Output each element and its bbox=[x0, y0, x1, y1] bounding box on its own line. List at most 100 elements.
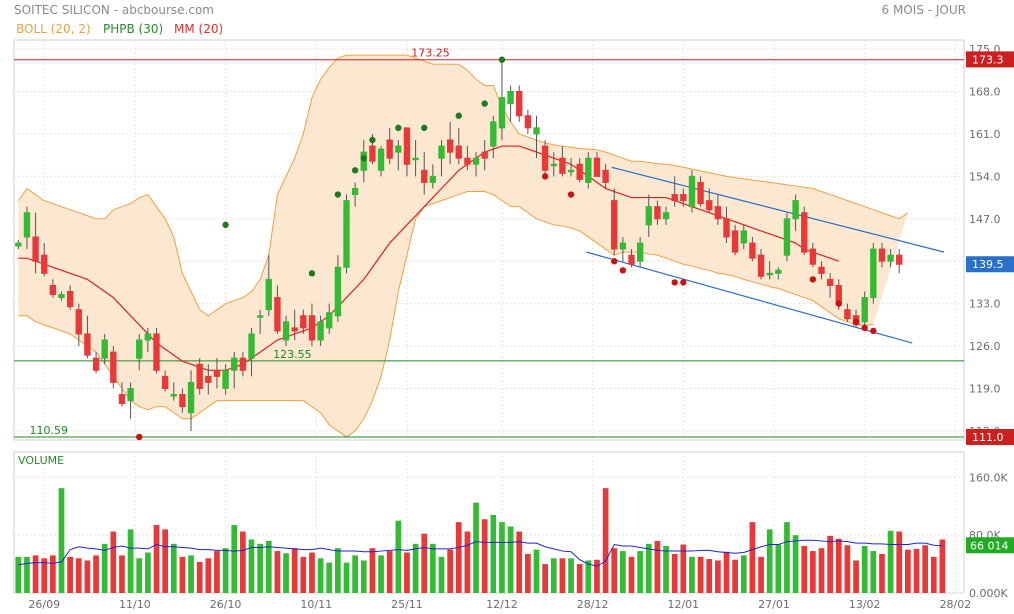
x-tick-label: 27/01 bbox=[758, 598, 790, 611]
level-label: 110.59 bbox=[30, 424, 69, 437]
candle-body bbox=[386, 139, 393, 159]
candle-body bbox=[533, 127, 540, 135]
trend-channel-line bbox=[586, 251, 913, 344]
chart-title: SOITEC SILICON - abcbourse.com bbox=[14, 3, 214, 17]
candle-body bbox=[291, 327, 298, 332]
candle-body bbox=[516, 91, 523, 117]
price-tick-label: 161.0 bbox=[969, 128, 1001, 141]
volume-bar bbox=[326, 562, 333, 593]
volume-bar bbox=[568, 558, 574, 593]
volume-bar bbox=[257, 543, 263, 593]
low-marker bbox=[136, 433, 143, 441]
volume-bar bbox=[896, 531, 903, 593]
candle-body bbox=[15, 242, 22, 247]
candle-body bbox=[602, 169, 609, 183]
candle-body bbox=[809, 248, 817, 265]
volume-bar bbox=[576, 564, 583, 593]
phpb-marker bbox=[222, 221, 229, 229]
volume-bar bbox=[844, 545, 851, 593]
x-tick-label: 28/12 bbox=[577, 598, 609, 611]
candle-body bbox=[308, 315, 316, 341]
volume-bar bbox=[542, 564, 548, 593]
candle-body bbox=[377, 148, 385, 171]
volume-bar bbox=[749, 522, 756, 593]
phpb-marker bbox=[369, 136, 376, 144]
volume-bar bbox=[188, 555, 194, 593]
bollinger-band-area bbox=[18, 55, 908, 437]
candle-body bbox=[464, 157, 471, 165]
legend-phpb: PHPB (30) bbox=[103, 22, 164, 36]
volume-bar bbox=[421, 533, 428, 593]
price-tick-label: 133.0 bbox=[969, 298, 1001, 311]
volume-bar bbox=[507, 526, 514, 593]
price-tick-label: 119.0 bbox=[969, 382, 1001, 395]
price-tag-label: 139.5 bbox=[972, 258, 1004, 271]
volume-bar bbox=[473, 502, 479, 593]
period-label[interactable]: 6 MOIS - JOUR bbox=[881, 3, 966, 17]
volume-bar bbox=[784, 522, 790, 593]
candle-body bbox=[887, 254, 894, 262]
candle-body bbox=[749, 242, 756, 259]
volume-bar bbox=[101, 543, 108, 593]
volume-bar bbox=[810, 551, 816, 593]
volume-bar bbox=[231, 525, 238, 593]
candle-body bbox=[248, 333, 255, 359]
candle-body bbox=[300, 315, 307, 329]
x-tick-label: 10/11 bbox=[300, 598, 332, 611]
candle-body bbox=[49, 284, 57, 296]
price-tick-label: 147.0 bbox=[969, 213, 1001, 226]
candle-body bbox=[472, 157, 480, 165]
volume-bar bbox=[740, 555, 747, 593]
candle-body bbox=[593, 157, 601, 177]
candle-body bbox=[438, 145, 445, 159]
low-marker bbox=[619, 267, 627, 274]
volume-bar bbox=[291, 548, 298, 593]
phpb-marker bbox=[334, 191, 342, 198]
volume-bar bbox=[766, 529, 773, 593]
phpb-marker bbox=[308, 270, 316, 277]
legend-ma: MM (20) bbox=[174, 22, 224, 36]
low-marker bbox=[671, 279, 678, 286]
phpb-marker bbox=[360, 154, 367, 162]
volume-bar bbox=[153, 525, 160, 593]
volume-bar bbox=[818, 548, 825, 593]
volume-bar bbox=[170, 543, 177, 593]
volume-bar bbox=[378, 555, 384, 593]
candle-body bbox=[153, 333, 160, 371]
volume-bar bbox=[671, 553, 678, 593]
candle-body bbox=[524, 115, 532, 129]
volume-panel-label: VOLUME bbox=[18, 454, 64, 467]
volume-bar bbox=[827, 535, 833, 593]
phpb-marker bbox=[498, 56, 506, 63]
candle-body bbox=[222, 369, 229, 389]
candle-body bbox=[351, 187, 359, 196]
volume-bar bbox=[369, 548, 376, 593]
volume-bar bbox=[84, 560, 91, 593]
price-tag bbox=[966, 51, 1014, 68]
volume-bar bbox=[50, 555, 56, 593]
candle-body bbox=[550, 163, 557, 167]
candle-body bbox=[127, 387, 134, 402]
candle-body bbox=[723, 218, 730, 238]
volume-bar bbox=[343, 562, 350, 593]
x-tick-label: 26/10 bbox=[210, 598, 242, 611]
candle-body bbox=[92, 357, 100, 371]
volume-bar bbox=[499, 522, 505, 593]
volume-bar bbox=[620, 551, 626, 593]
candle-body bbox=[403, 127, 411, 165]
volume-average-line bbox=[18, 539, 943, 567]
volume-bar bbox=[455, 522, 462, 593]
candle-body bbox=[101, 339, 108, 359]
candle-body bbox=[231, 357, 238, 371]
candle-body bbox=[688, 175, 696, 208]
phpb-marker bbox=[351, 167, 359, 174]
candle-body bbox=[256, 315, 264, 318]
candle-body bbox=[671, 194, 678, 202]
phpb-marker bbox=[481, 100, 488, 107]
price-tick-label: 168.0 bbox=[969, 86, 1001, 99]
volume-bar bbox=[145, 552, 151, 593]
candle-body bbox=[645, 206, 652, 226]
volume-bar bbox=[240, 531, 246, 593]
volume-bar bbox=[516, 531, 523, 593]
candle-body bbox=[628, 254, 635, 265]
